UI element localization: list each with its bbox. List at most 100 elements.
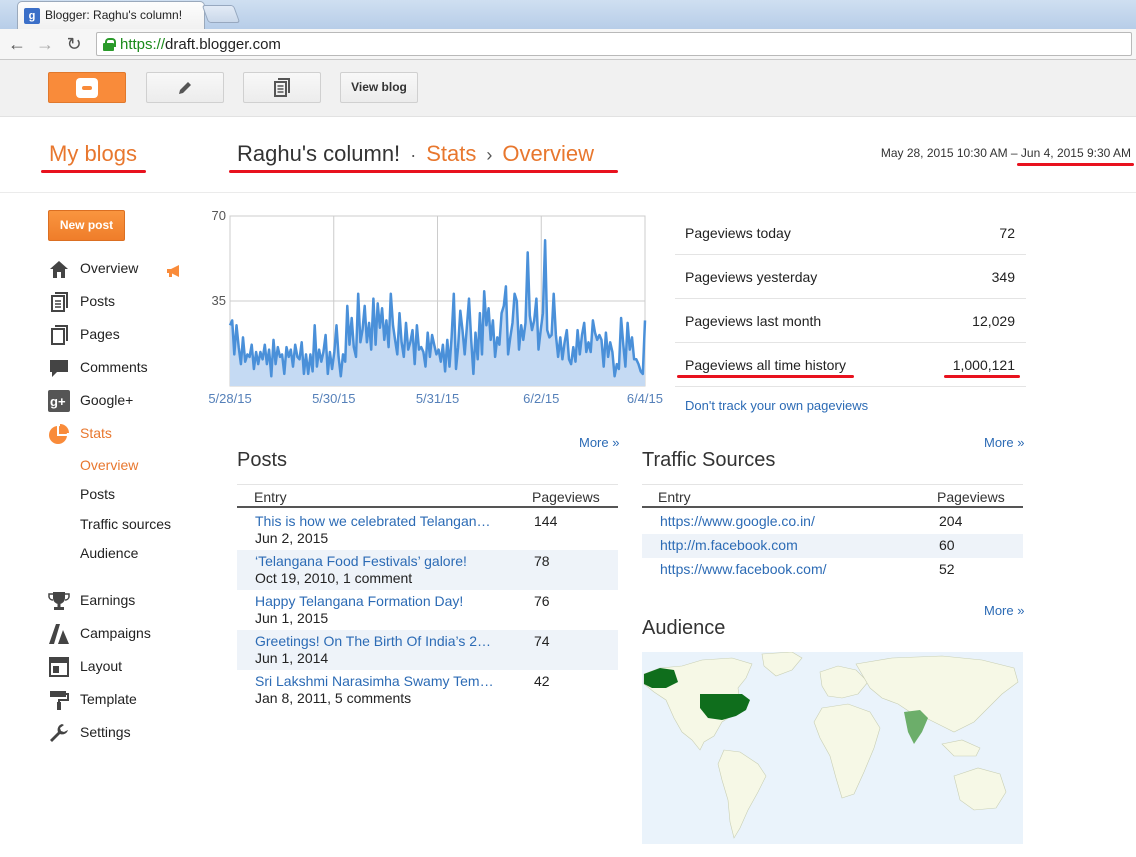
- forward-arrow-icon[interactable]: →: [36, 34, 54, 54]
- campaigns-icon: [49, 624, 69, 644]
- table-row: Sri Lakshmi Narasimha Swamy Temple Jan 8…: [255, 673, 550, 706]
- post-link[interactable]: Happy Telangana Formation Day!: [255, 593, 464, 609]
- series-area: [230, 240, 645, 386]
- audience-more-link[interactable]: More »: [984, 603, 1025, 618]
- breadcrumb-stats[interactable]: Stats: [426, 141, 477, 166]
- stats-sub-posts[interactable]: Posts: [80, 486, 116, 502]
- pageviews-table: Pageviews today 72 Pageviews yesterday 349…: [675, 211, 1026, 387]
- table-row: http://m.facebook.com 60: [642, 534, 1023, 558]
- address-bar[interactable]: https://draft.blogger.com: [96, 32, 1132, 56]
- post-link[interactable]: ‘Telangana Food Festivals’ galore!: [255, 553, 467, 569]
- blogger-logo-icon: [76, 78, 98, 98]
- comments-icon: [50, 360, 68, 377]
- paint-roller-icon: [50, 691, 69, 710]
- x-tick-label: 5/28/15: [208, 391, 251, 406]
- megaphone-icon[interactable]: [166, 265, 182, 277]
- posts-icon: [51, 292, 68, 312]
- map-land: [953, 767, 1007, 811]
- pie-chart-icon: [49, 424, 69, 444]
- table-row: https://www.google.co.in/ 204: [660, 513, 963, 529]
- map-country-alaska: [644, 668, 678, 688]
- pencil-icon: [179, 81, 191, 94]
- table-row: Happy Telangana Formation Day! Jun 1, 20…: [255, 593, 550, 626]
- stats-sub-overview[interactable]: Overview: [80, 457, 139, 473]
- table-row: ‘Telangana Food Festivals’ galore! Oct 1…: [237, 550, 618, 590]
- traffic-source-link[interactable]: http://m.facebook.com: [660, 537, 798, 553]
- post-link[interactable]: Sri Lakshmi Narasimha Swamy Temple: [255, 673, 495, 689]
- map-country-usa: [700, 694, 750, 720]
- series-line: [228, 239, 647, 378]
- y-tick-label: 35: [212, 293, 226, 308]
- new-post-button[interactable]: New post: [48, 210, 125, 241]
- table-row: Greetings! On The Birth Of India’s 29th …: [237, 630, 618, 670]
- traffic-col-entry: Entry: [658, 489, 691, 505]
- my-blogs-link[interactable]: My blogs: [49, 141, 138, 166]
- back-arrow-icon[interactable]: ←: [8, 34, 26, 54]
- map-land: [941, 739, 981, 757]
- tab-title: Blogger: Raghu's column!: [45, 8, 183, 22]
- x-tick-label: 6/2/15: [523, 391, 559, 406]
- posts-col-entry: Entry: [254, 489, 287, 505]
- browser-tab[interactable]: g Blogger: Raghu's column!: [17, 1, 205, 29]
- new-tab-button[interactable]: [201, 5, 241, 23]
- home-icon: [50, 261, 68, 278]
- stats-sub-traffic-sources[interactable]: Traffic sources: [80, 516, 172, 532]
- posts-title: Posts: [237, 449, 288, 471]
- audience-title: Audience: [642, 617, 726, 639]
- traffic-sources-title: Traffic Sources: [642, 449, 776, 471]
- pageviews-yesterday-row: Pageviews yesterday 349: [675, 255, 1026, 299]
- red-underline-date: [1017, 163, 1134, 166]
- blogger-logo-button[interactable]: [48, 72, 126, 103]
- post-link[interactable]: This is how we celebrated Telangana Form…: [255, 513, 495, 529]
- google-plus-icon: g+: [48, 390, 70, 412]
- date-range[interactable]: May 28, 2015 10:30 AM – Jun 4, 2015 9:30…: [880, 146, 1131, 160]
- table-row: https://www.facebook.com/ 52: [660, 561, 955, 577]
- svg-text:g+: g+: [50, 394, 66, 409]
- post-link[interactable]: Greetings! On The Birth Of India’s 29th …: [255, 633, 495, 649]
- trophy-icon: [48, 592, 70, 610]
- map-land: [813, 703, 881, 799]
- y-tick-label: 70: [212, 208, 226, 223]
- stats-sub-audience[interactable]: Audience: [80, 545, 139, 561]
- red-underline-all-time-label: [677, 375, 854, 378]
- posts-more-link[interactable]: More »: [579, 435, 620, 450]
- map-land: [819, 665, 869, 699]
- browser-tabstrip: g Blogger: Raghu's column!: [0, 0, 1136, 29]
- breadcrumb-chevron: ›: [486, 145, 493, 165]
- dont-track-link[interactable]: Don't track your own pageviews: [685, 398, 869, 413]
- traffic-source-link[interactable]: https://www.facebook.com/: [660, 561, 827, 577]
- wrench-icon: [50, 724, 68, 742]
- pageviews-today-row: Pageviews today 72: [675, 211, 1026, 255]
- documents-icon: [274, 77, 290, 97]
- red-underline-all-time-value: [944, 375, 1020, 378]
- traffic-source-link[interactable]: https://www.google.co.in/: [660, 513, 815, 529]
- breadcrumb: Raghu's column! · Stats › Overview: [237, 141, 594, 167]
- posts-table-header: Entry Pageviews: [237, 484, 618, 508]
- title-row: My blogs Raghu's column! · Stats › Overview …: [0, 117, 1136, 193]
- browser-toolbar: ← → ↻ https://draft.blogger.com: [0, 29, 1136, 60]
- posts-col-pageviews: Pageviews: [532, 489, 600, 505]
- new-post-pencil-button[interactable]: [146, 72, 224, 103]
- map-land: [761, 652, 803, 677]
- x-tick-label: 5/31/15: [416, 391, 459, 406]
- blog-name[interactable]: Raghu's column!: [237, 141, 401, 166]
- url-text: https://draft.blogger.com: [120, 36, 281, 53]
- x-tick-label: 6/4/15: [627, 391, 663, 406]
- breadcrumb-dot: ·: [410, 145, 417, 165]
- pageviews-chart: 35 70 5/28/15 5/30/15 5/31/15 6/2/15 6/4/15: [208, 208, 663, 406]
- view-blog-button[interactable]: View blog: [340, 72, 418, 103]
- map-land: [855, 655, 1019, 733]
- x-tick-label: 5/30/15: [312, 391, 355, 406]
- map-country-india: [904, 710, 928, 744]
- posts-list-button[interactable]: [243, 72, 321, 103]
- reload-icon[interactable]: ↻: [66, 34, 82, 54]
- traffic-col-pageviews: Pageviews: [937, 489, 1005, 505]
- audience-world-map[interactable]: [642, 652, 1023, 844]
- pageviews-all-time-row: Pageviews all time history 1,000,121: [675, 343, 1026, 387]
- traffic-more-link[interactable]: More »: [984, 435, 1025, 450]
- lock-icon: [103, 38, 116, 51]
- blogger-favicon-icon: g: [24, 8, 40, 24]
- red-underline-my-blogs: [41, 170, 146, 173]
- pageviews-last-month-row: Pageviews last month 12,029: [675, 299, 1026, 343]
- blogger-header: View blog: [0, 60, 1136, 117]
